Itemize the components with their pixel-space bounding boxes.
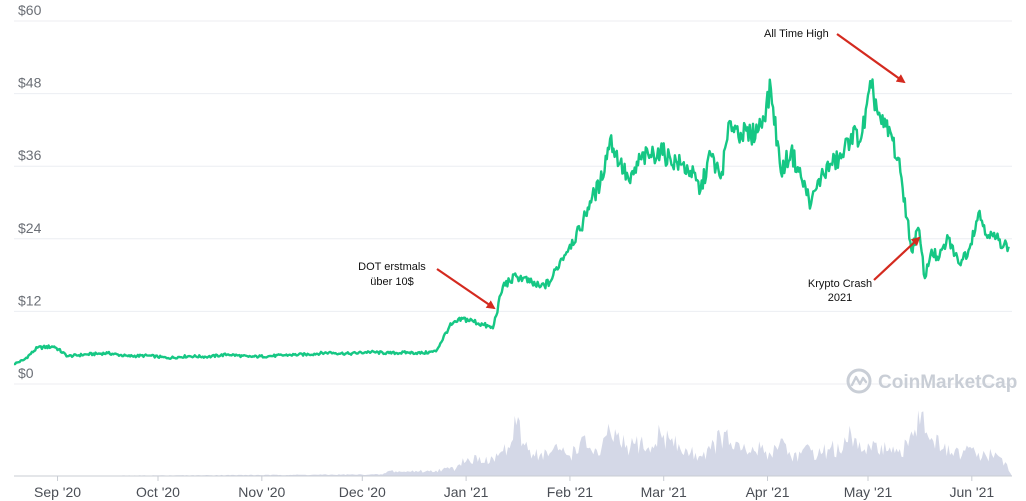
x-tick-label: Apr '21: [746, 484, 790, 500]
y-tick-label: $0: [18, 365, 34, 381]
watermark-text: CoinMarketCap: [878, 372, 1017, 393]
y-tick-label: $36: [18, 147, 42, 163]
x-tick-label: Feb '21: [547, 484, 593, 500]
y-tick-label: $24: [18, 220, 42, 236]
grid-lines: [14, 20, 1012, 385]
y-axis-ticks: $0 $12 $24 $36 $48 $60: [18, 2, 42, 381]
annotation-crash-line1: Krypto Crash: [808, 278, 872, 290]
annotation-ath-text: All Time High: [764, 28, 829, 40]
price-line: [13, 78, 1010, 366]
annotation-crash: Krypto Crash 2021: [808, 236, 921, 304]
annotation-ath-arrow: [836, 33, 906, 84]
x-axis-ticks: Sep '20 Oct '20 Nov '20 Dec '20 Jan '21 Feb '…: [34, 476, 994, 500]
x-tick-label: Jan '21: [444, 484, 489, 500]
annotation-dot-10-line1: DOT erstmals: [358, 261, 426, 273]
x-tick-label: Oct '20: [136, 484, 180, 500]
coinmarketcap-logo-icon: [846, 368, 872, 394]
y-tick-label: $48: [18, 75, 42, 91]
y-tick-label: $12: [18, 292, 42, 308]
annotation-crash-arrow: [873, 236, 921, 281]
x-tick-label: Nov '20: [238, 484, 285, 500]
annotation-dot-10-line2: über 10$: [370, 276, 413, 288]
x-tick-label: Mar '21: [641, 484, 687, 500]
y-tick-label: $60: [18, 2, 42, 18]
annotation-dot-10-arrow: [436, 268, 496, 310]
annotation-ath: All Time High: [764, 28, 906, 84]
annotation-dot-10: DOT erstmals über 10$: [358, 261, 496, 310]
x-tick-label: Sep '20: [34, 484, 81, 500]
x-tick-label: May '21: [844, 484, 893, 500]
annotation-crash-line2: 2021: [828, 292, 852, 304]
x-tick-label: Jun '21: [949, 484, 994, 500]
volume-area: [14, 410, 1012, 476]
x-tick-label: Dec '20: [339, 484, 386, 500]
coinmarketcap-watermark: CoinMarketCap: [846, 368, 1017, 394]
